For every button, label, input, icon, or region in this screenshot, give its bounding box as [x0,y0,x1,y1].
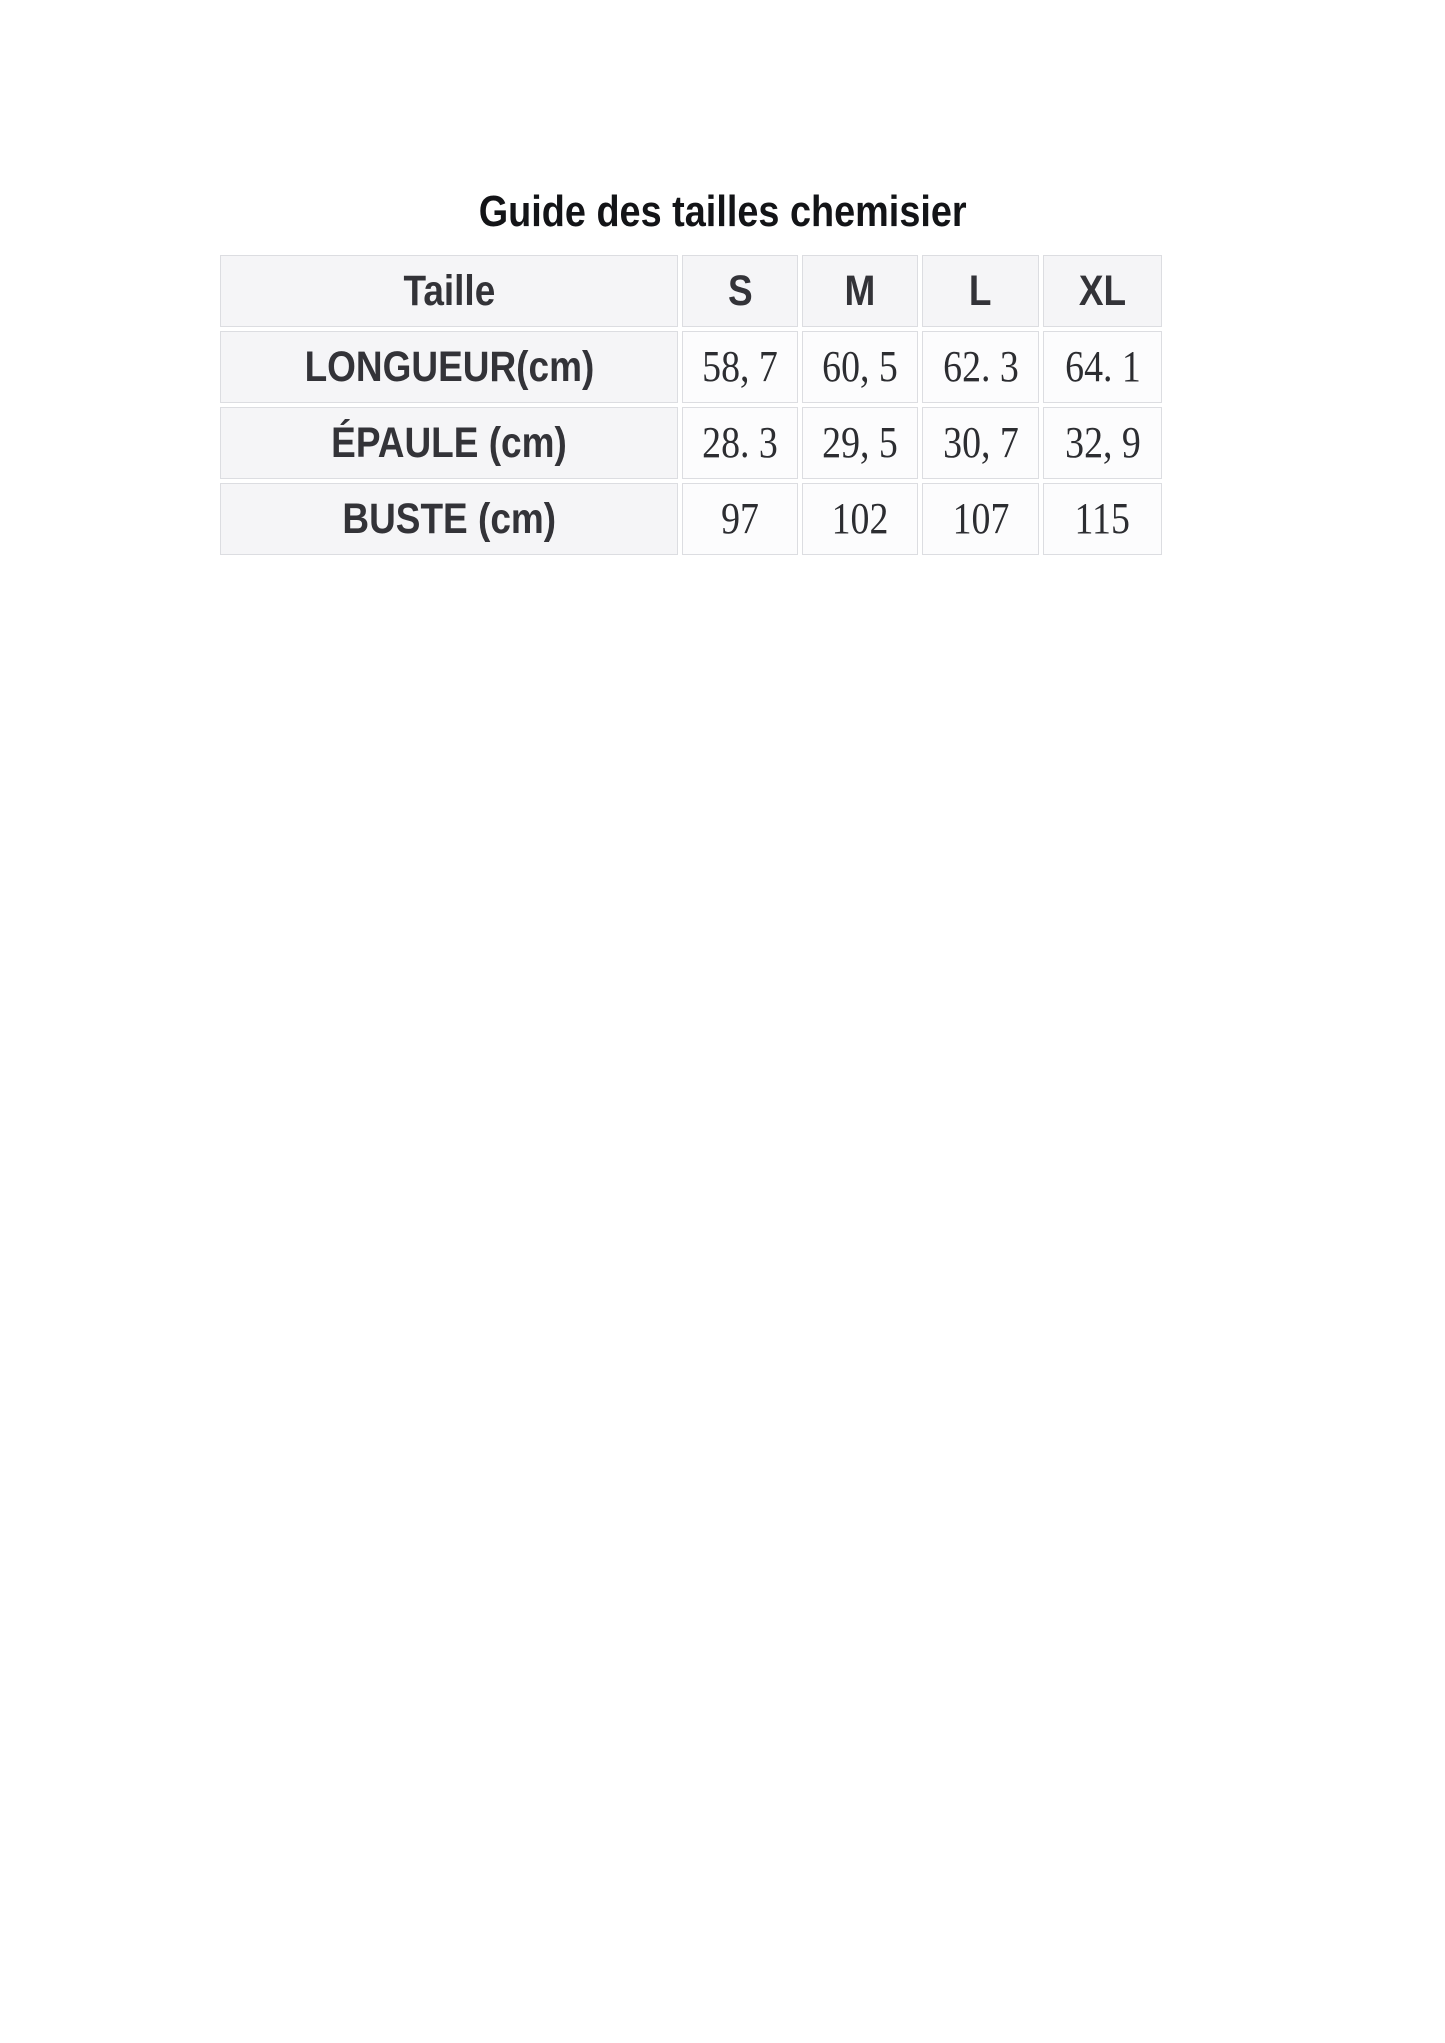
value-text: 115 [1074,494,1131,543]
value-cell-buste-l: 107 [922,483,1039,555]
header-label: Taille [403,266,495,315]
page-title: Guide des tailles chemisier [0,190,1445,234]
row-label-cell-buste: BUSTE (cm) [220,483,678,555]
value-text: 97 [721,494,759,543]
value-cell-longueur-xl: 64. 1 [1043,331,1162,403]
value-cell-buste-m: 102 [802,483,918,555]
value-cell-epaule-m: 29, 5 [802,407,918,479]
value-text: 28. 3 [702,418,778,467]
value-cell-buste-xl: 115 [1043,483,1162,555]
row-label-cell-epaule: ÉPAULE (cm) [220,407,678,479]
table-row-longueur: LONGUEUR(cm) 58, 7 60, 5 62. 3 64. 1 [220,331,1162,403]
header-cell-xl: XL [1043,255,1162,327]
value-cell-epaule-s: 28. 3 [682,407,798,479]
row-label: BUSTE (cm) [342,494,556,543]
value-cell-longueur-l: 62. 3 [922,331,1039,403]
table-row-epaule: ÉPAULE (cm) 28. 3 29, 5 30, 7 32, 9 [220,407,1162,479]
value-text: 58, 7 [702,342,778,391]
header-label: XL [1078,266,1127,315]
header-cell-l: L [922,255,1039,327]
value-text: 64. 1 [1064,342,1141,391]
header-label: L [969,266,992,315]
header-cell-taille: Taille [220,255,678,327]
value-cell-longueur-s: 58, 7 [682,331,798,403]
header-cell-m: M [802,255,918,327]
value-cell-buste-s: 97 [682,483,798,555]
value-text: 60, 5 [822,342,898,391]
page-title-text: Guide des tailles chemisier [478,187,967,236]
header-cell-s: S [682,255,798,327]
table-header-row: Taille S M L XL [220,255,1162,327]
table-row-buste: BUSTE (cm) 97 102 107 115 [220,483,1162,555]
row-label: ÉPAULE (cm) [331,418,567,467]
value-text: 30, 7 [942,418,1019,467]
row-label: LONGUEUR(cm) [304,342,594,391]
header-label: M [844,266,876,315]
value-cell-longueur-m: 60, 5 [802,331,918,403]
row-label-cell-longueur: LONGUEUR(cm) [220,331,678,403]
header-label: S [727,266,753,315]
value-cell-epaule-xl: 32, 9 [1043,407,1162,479]
value-cell-epaule-l: 30, 7 [922,407,1039,479]
value-text: 32, 9 [1064,418,1141,467]
value-text: 107 [952,494,1009,543]
value-text: 29, 5 [822,418,898,467]
size-guide-table: Taille S M L XL LONGUEUR(cm) 58, 7 [216,251,1166,559]
value-text: 62. 3 [942,342,1019,391]
value-text: 102 [831,494,889,543]
